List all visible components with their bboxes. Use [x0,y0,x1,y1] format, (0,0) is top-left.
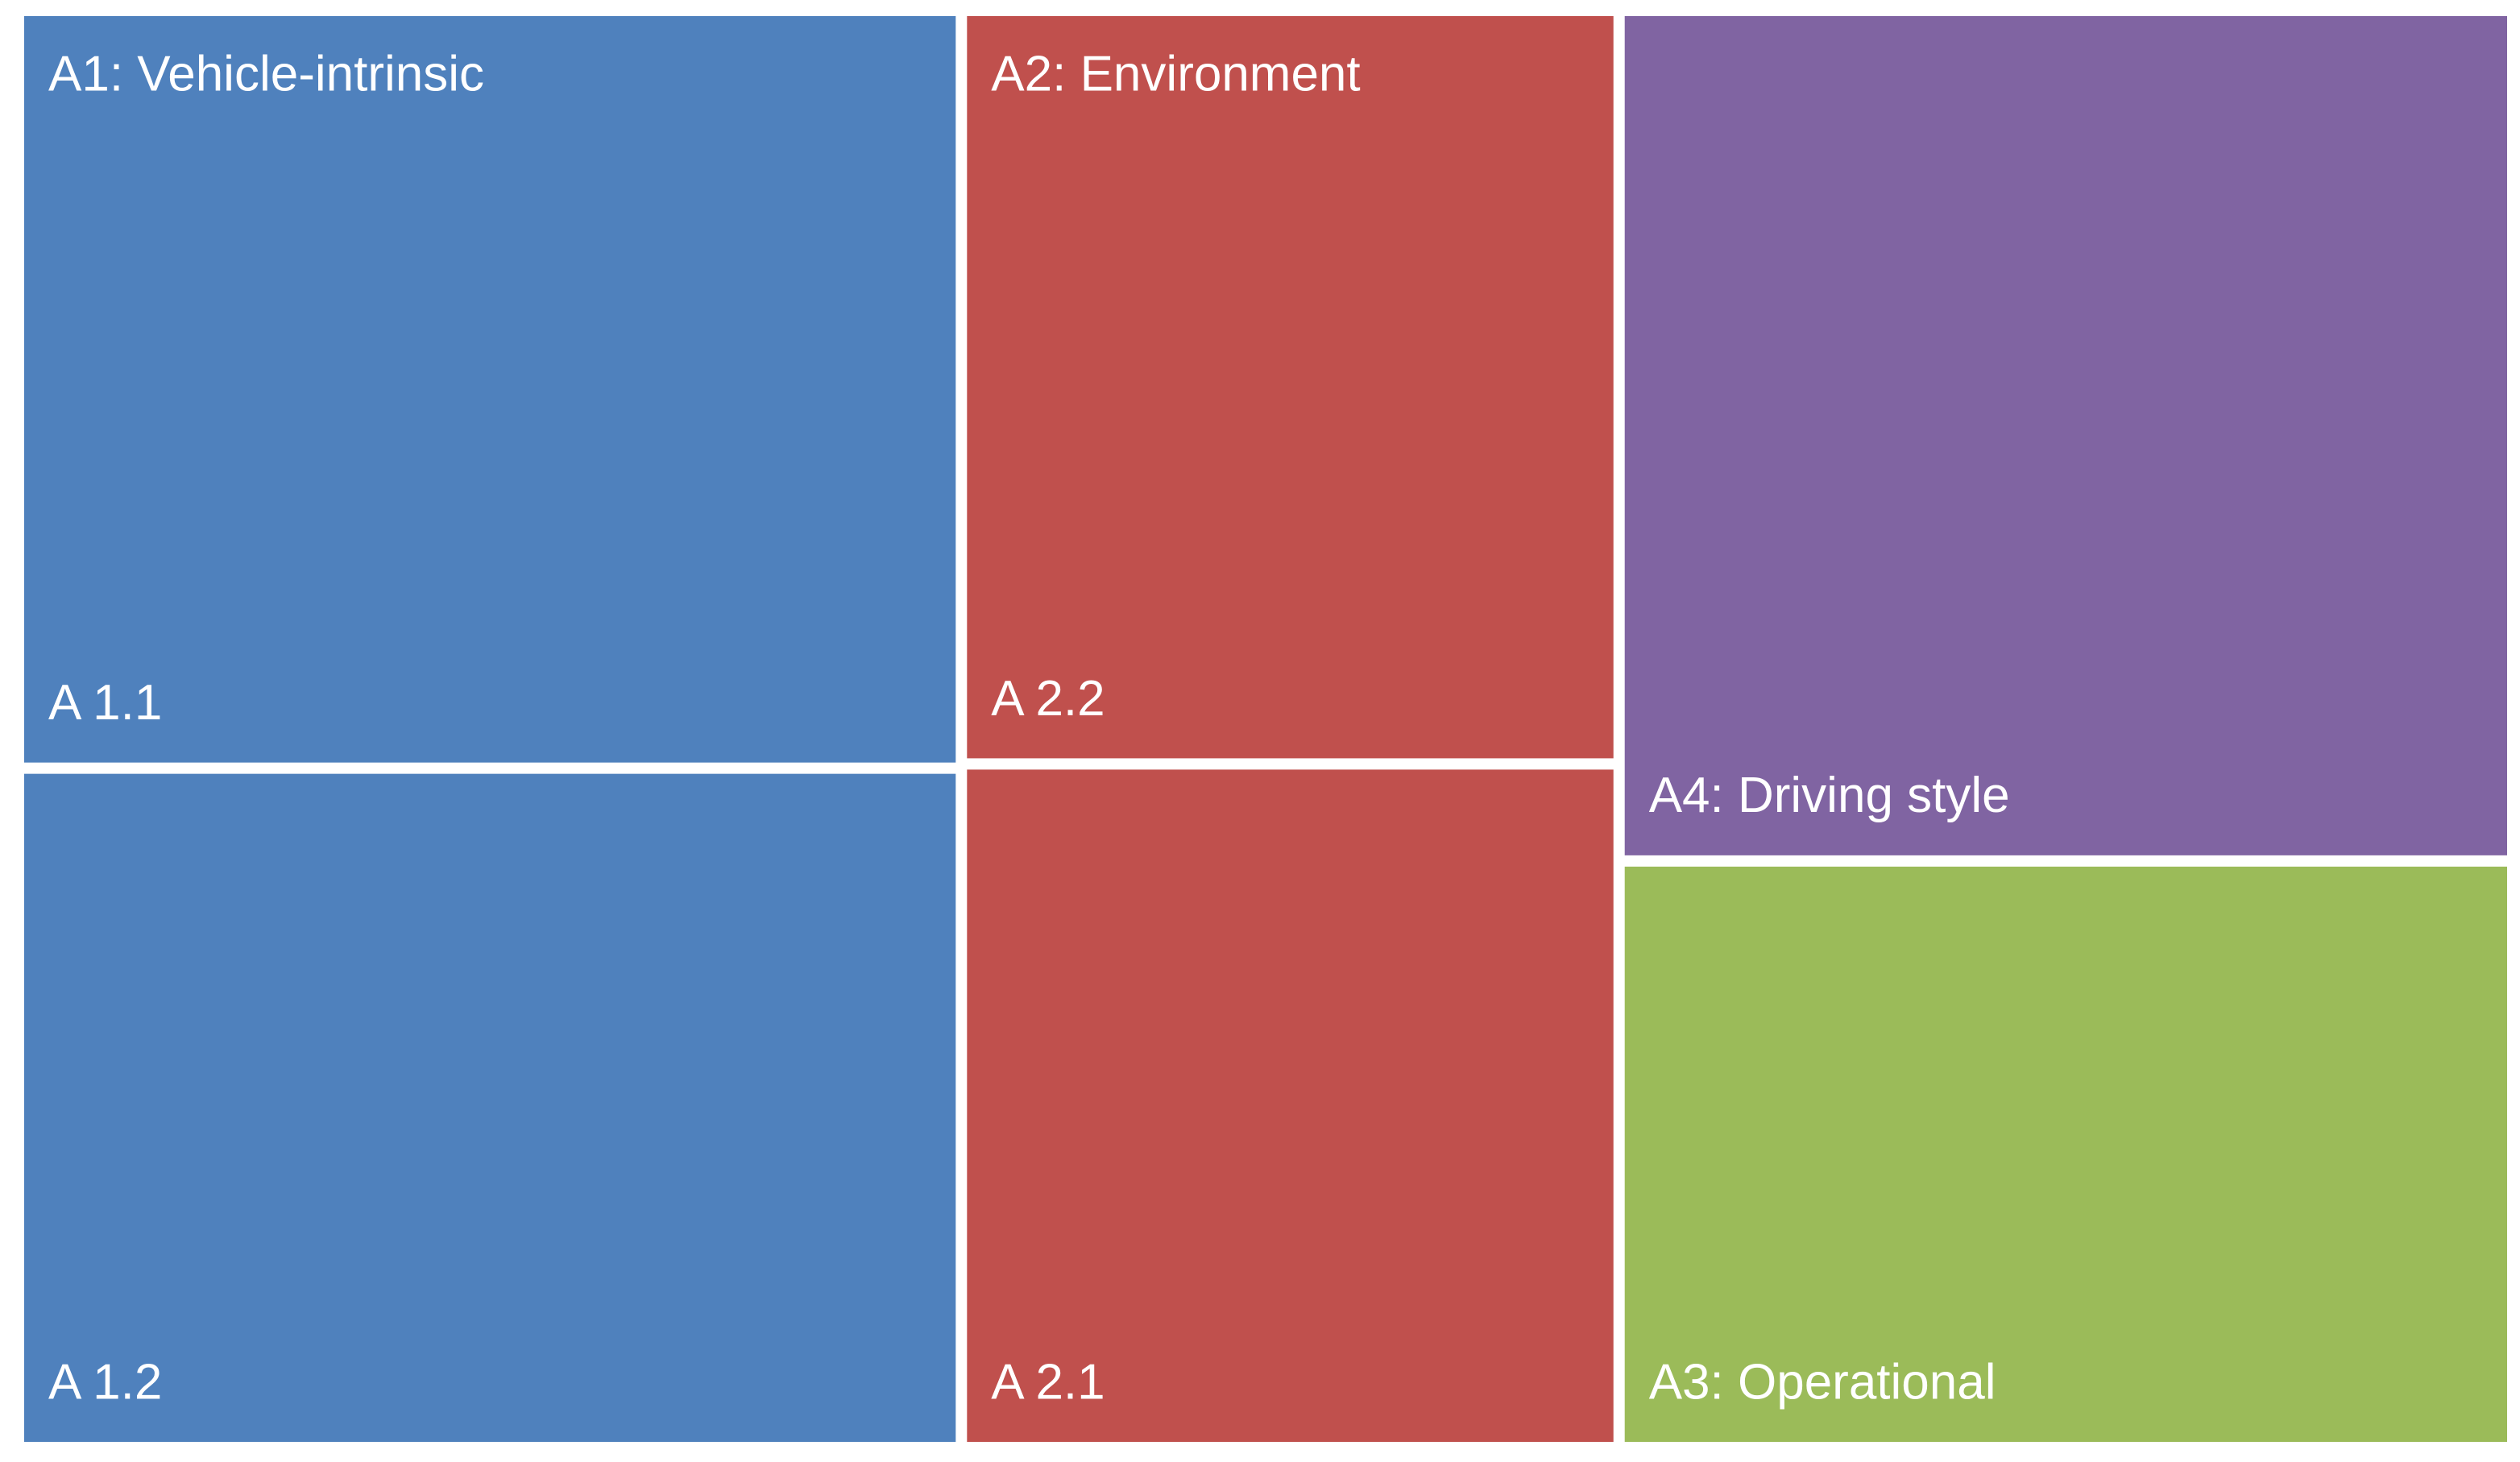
cell-label: A 1.2 [48,1354,162,1410]
group-label: A2: Environment [991,46,1360,101]
cell-label: A 2.1 [991,1354,1105,1410]
cell-label: A4: Driving style [1649,768,2010,823]
cell-label: A 2.2 [991,671,1105,727]
cell-label: A3: Operational [1649,1354,1996,1410]
treemap-cell [1624,16,2507,855]
treemap-cell [967,16,1614,759]
treemap-cell [24,16,956,763]
group-label: A1: Vehicle-intrinsic [48,46,484,101]
treemap-cell [967,769,1614,1442]
treemap-cell [1624,866,2507,1442]
cell-label: A 1.1 [48,675,162,731]
treemap-cell [24,773,956,1442]
